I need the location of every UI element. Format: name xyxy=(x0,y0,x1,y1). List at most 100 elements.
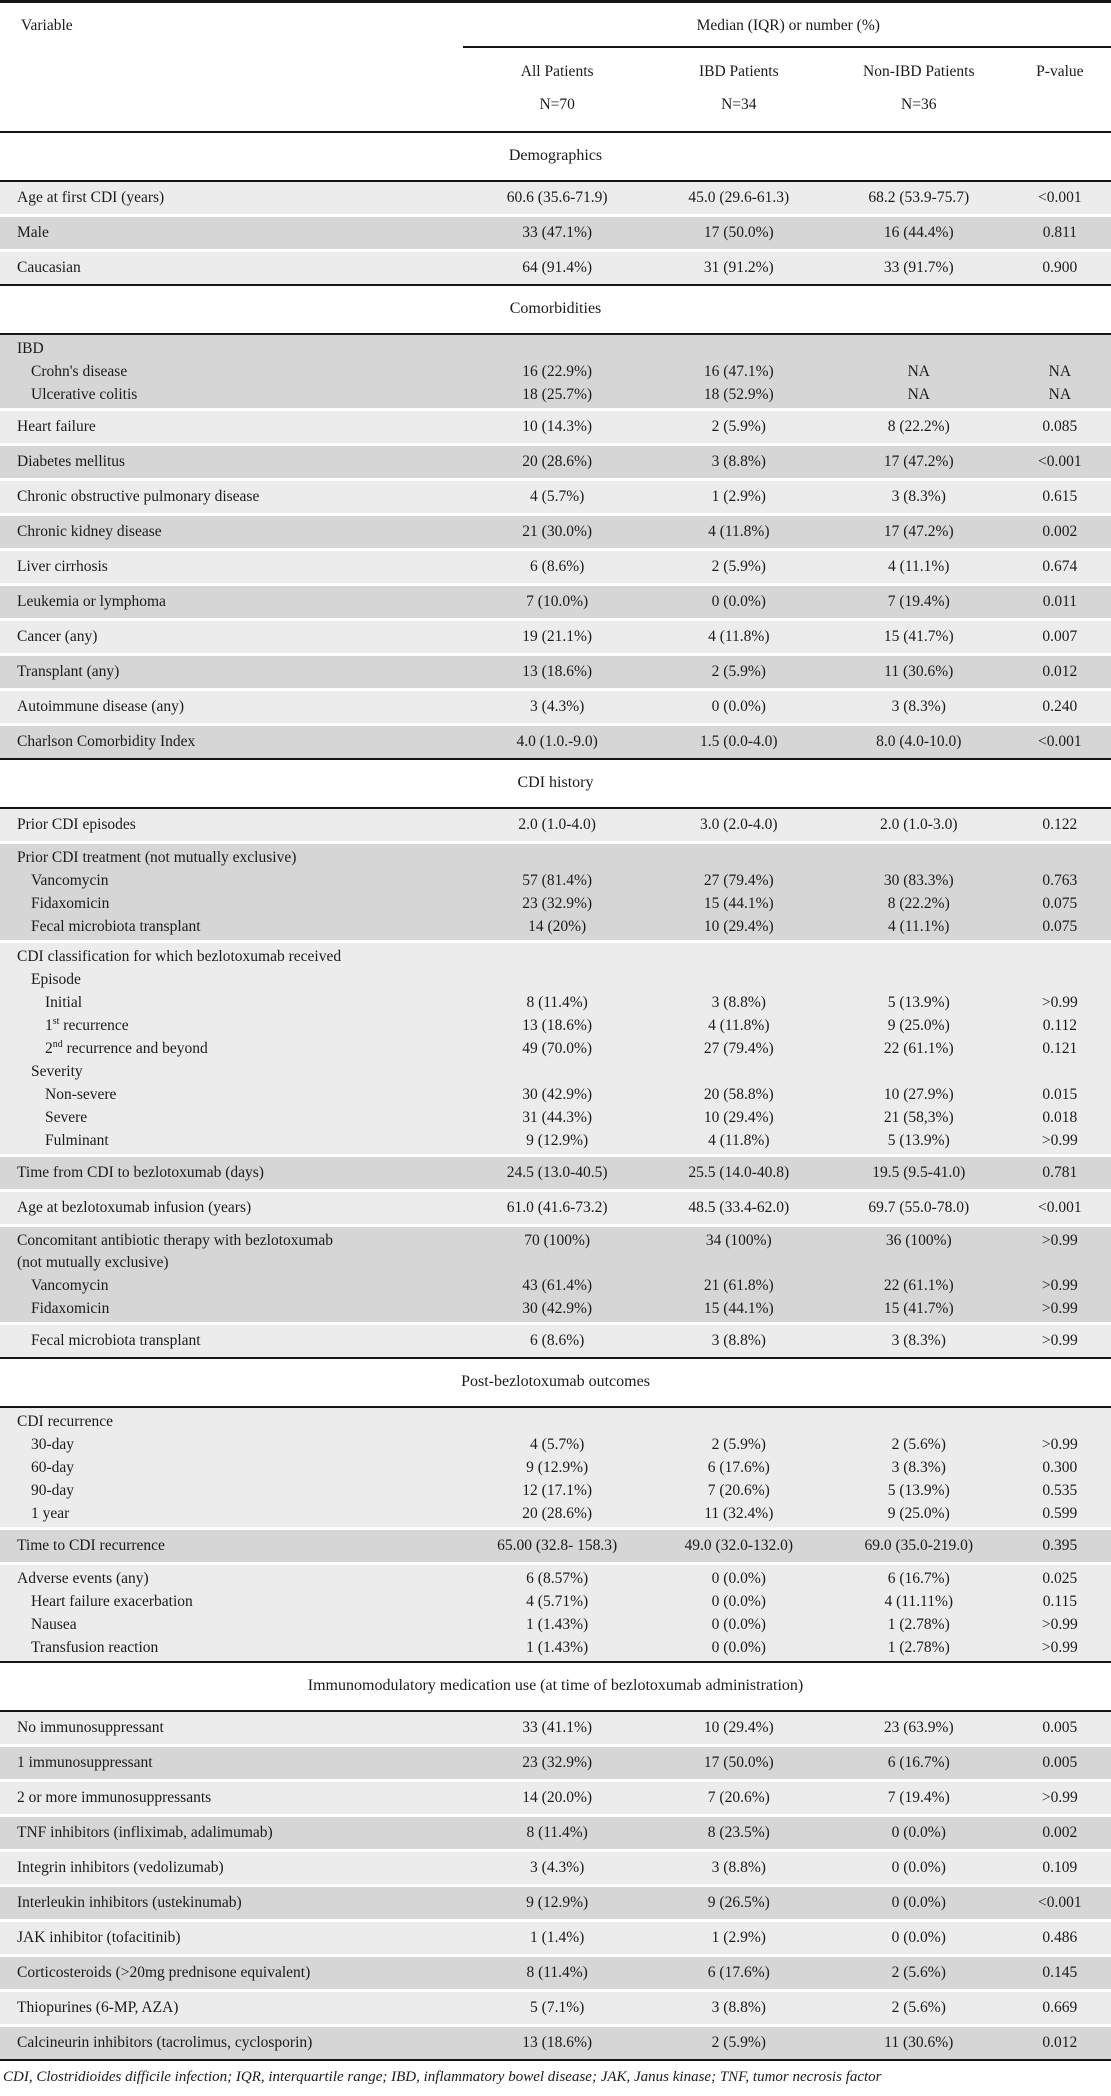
row-block: Concomitant antibiotic therapy with bezl… xyxy=(0,1227,1111,1322)
row-label: 2 or more immunosuppressants xyxy=(17,1789,212,1806)
cell-non-ibd-patients: 68.2 (53.9-75.7) xyxy=(868,189,970,206)
cell-all-patients: 12 (17.1%) xyxy=(522,1481,593,1499)
section-title-band: Immunomodulatory medication use (at time… xyxy=(0,1661,1111,1712)
row-label: Fidaxomicin xyxy=(31,894,110,912)
cell-p-value: 0.781 xyxy=(1042,1164,1078,1181)
row-label: Autoimmune disease (any) xyxy=(17,698,185,715)
row-block: Chronic kidney disease 21 (30.0%) 4 (11.8%… xyxy=(0,516,1111,548)
cell-non-ibd-patients: 2 (5.6%) xyxy=(891,1999,946,2016)
cell-ibd-patients: 3 (8.8%) xyxy=(711,993,766,1011)
table-row: Autoimmune disease (any) 3 (4.3%) 0 (0.0%)… xyxy=(0,693,1111,721)
cell-p-value: 0.669 xyxy=(1042,1999,1078,2016)
cell-all-patients: 20 (28.6%) xyxy=(522,453,593,470)
row-label: Time to CDI recurrence xyxy=(17,1537,165,1554)
cell-all-patients: 4 (5.7%) xyxy=(530,1435,585,1453)
row-block: IBD Crohn's disease 16 (22.9%) 16 (47.1%) NA… xyxy=(0,335,1111,408)
table-row: Prior CDI treatment (not mutually exclus… xyxy=(0,846,1111,869)
cell-p-value: >0.99 xyxy=(1041,1615,1078,1633)
table-body: Demographics Age at first CDI (years) 60.6… xyxy=(0,131,1111,2059)
cell-p-value: <0.001 xyxy=(1038,189,1082,206)
section-title-band: Post-bezlotoxumab outcomes xyxy=(0,1357,1111,1408)
cell-all-patients: 60.6 (35.6-71.9) xyxy=(506,189,608,206)
row-label: Time from CDI to bezlotoxumab (days) xyxy=(17,1164,264,1181)
cell-ibd-patients: 2 (5.9%) xyxy=(711,1435,766,1453)
cell-ibd-patients: 31 (91.2%) xyxy=(703,259,774,276)
cell-p-value: <0.001 xyxy=(1038,1894,1082,1911)
table-row: IBD xyxy=(0,337,1111,360)
cell-ibd-patients: 0 (0.0%) xyxy=(711,1638,766,1656)
cell-all-patients: 23 (32.9%) xyxy=(522,894,593,912)
cell-ibd-patients: 8 (23.5%) xyxy=(707,1824,770,1841)
cell-non-ibd-patients: 30 (83.3%) xyxy=(883,871,954,889)
table-row: Integrin inhibitors (vedolizumab) 3 (4.3%… xyxy=(0,1854,1111,1882)
cell-all-patients: 18 (25.7%) xyxy=(522,385,593,403)
cell-non-ibd-patients: 1 (2.78%) xyxy=(887,1638,950,1656)
cell-p-value: 0.615 xyxy=(1042,488,1078,505)
cell-ibd-patients: 3 (8.8%) xyxy=(711,1999,766,2016)
cell-p-value: >0.99 xyxy=(1041,1232,1078,1249)
table-row: Crohn's disease 16 (22.9%) 16 (47.1%) NA NA xyxy=(0,360,1111,383)
table-row: Corticosteroids (>20mg prednisone equiva… xyxy=(0,1959,1111,1987)
cell-all-patients: 33 (41.1%) xyxy=(522,1719,593,1736)
table-row: Ulcerative colitis 18 (25.7%) 18 (52.9%) NA… xyxy=(0,383,1111,406)
cell-ibd-patients: 1 (2.9%) xyxy=(711,488,766,505)
abbreviations-footnote: CDI, Clostridioides difficile infection;… xyxy=(0,2059,1111,2096)
column-header-ibd-patients: IBD Patients N=34 xyxy=(649,61,829,116)
cell-p-value: 0.085 xyxy=(1042,418,1078,435)
section-title: Comorbidities xyxy=(509,300,602,317)
cell-ibd-patients: 10 (29.4%) xyxy=(703,917,774,935)
table-row: Initial 8 (11.4%) 3 (8.8%) 5 (13.9%) >0.99 xyxy=(0,991,1111,1014)
cell-p-value: 0.012 xyxy=(1042,2034,1078,2051)
table-row: JAK inhibitor (tofacitinib) 1 (1.4%) 1 (2.… xyxy=(0,1924,1111,1952)
table-row: Time from CDI to bezlotoxumab (days) 24.5… xyxy=(0,1159,1111,1187)
cell-ibd-patients: 1.5 (0.0-4.0) xyxy=(700,733,778,750)
row-label: Corticosteroids (>20mg prednisone equiva… xyxy=(17,1964,311,1981)
cell-p-value: 0.075 xyxy=(1042,894,1078,912)
cell-non-ibd-patients: 6 (16.7%) xyxy=(887,1569,950,1587)
cell-p-value: >0.99 xyxy=(1041,993,1078,1011)
cell-all-patients: 20 (28.6%) xyxy=(522,1504,593,1522)
cell-non-ibd-patients: 36 (100%) xyxy=(885,1232,952,1249)
cell-non-ibd-patients: 15 (41.7%) xyxy=(883,628,954,645)
cell-ibd-patients: 0 (0.0%) xyxy=(711,698,766,715)
cell-non-ibd-patients: 23 (63.9%) xyxy=(883,1719,954,1736)
row-block: Prior CDI episodes 2.0 (1.0-4.0) 3.0 (2.0-… xyxy=(0,809,1111,841)
cell-ibd-patients: 9 (26.5%) xyxy=(707,1894,770,1911)
table-row: 90-day 12 (17.1%) 7 (20.6%) 5 (13.9%) 0.535 xyxy=(0,1479,1111,1502)
cell-ibd-patients: 0 (0.0%) xyxy=(711,1615,766,1633)
cell-ibd-patients: 1 (2.9%) xyxy=(711,1929,766,1946)
cell-non-ibd-patients: 11 (30.6%) xyxy=(884,2034,954,2051)
cell-p-value: 0.115 xyxy=(1042,1592,1077,1610)
table-row: Calcineurin inhibitors (tacrolimus, cycl… xyxy=(0,2029,1111,2057)
row-label: 1st recurrence xyxy=(45,1015,129,1034)
cell-ibd-patients: 15 (44.1%) xyxy=(703,894,774,912)
row-label: Age at first CDI (years) xyxy=(17,189,165,206)
cell-all-patients: 49 (70.0%) xyxy=(522,1039,593,1057)
cell-ibd-patients: 48.5 (33.4-62.0) xyxy=(688,1199,790,1216)
cell-all-patients: 14 (20%) xyxy=(528,917,587,935)
cell-ibd-patients: 10 (29.4%) xyxy=(703,1719,774,1736)
cell-p-value: 0.025 xyxy=(1042,1569,1078,1587)
table-row: Prior CDI episodes 2.0 (1.0-4.0) 3.0 (2.0-… xyxy=(0,811,1111,839)
row-label: Liver cirrhosis xyxy=(17,558,108,575)
row-label: Severe xyxy=(45,1108,88,1126)
row-block: 1 immunosuppressant 23 (32.9%) 17 (50.0%) 6… xyxy=(0,1747,1111,1779)
table-row: Transfusion reaction 1 (1.43%) 0 (0.0%) 1 (… xyxy=(0,1636,1111,1659)
row-label: Heart failure xyxy=(17,418,96,435)
cell-non-ibd-patients: 0 (0.0%) xyxy=(891,1929,946,1946)
table-row: 2 or more immunosuppressants 14 (20.0%) 7 … xyxy=(0,1784,1111,1812)
table-row: Charlson Comorbidity Index 4.0 (1.0.-9.0)… xyxy=(0,728,1111,756)
table-row: Heart failure 10 (14.3%) 2 (5.9%) 8 (22.2%)… xyxy=(0,413,1111,441)
table-row: Chronic kidney disease 21 (30.0%) 4 (11.8%… xyxy=(0,518,1111,546)
cell-ibd-patients: 3 (8.8%) xyxy=(711,453,766,470)
row-label: Charlson Comorbidity Index xyxy=(17,733,196,750)
table-row: Leukemia or lymphoma 7 (10.0%) 0 (0.0%) 7 (… xyxy=(0,588,1111,616)
table-row: Liver cirrhosis 6 (8.6%) 2 (5.9%) 4 (11.1%)… xyxy=(0,553,1111,581)
row-label: Male xyxy=(17,224,49,241)
row-label: 60-day xyxy=(31,1458,75,1476)
cell-non-ibd-patients: 1 (2.78%) xyxy=(887,1615,950,1633)
cell-non-ibd-patients: 2.0 (1.0-3.0) xyxy=(880,816,958,833)
cell-all-patients: 2.0 (1.0-4.0) xyxy=(518,816,596,833)
cell-ibd-patients: 16 (47.1%) xyxy=(703,362,774,380)
table-row: Age at bezlotoxumab infusion (years) 61.0… xyxy=(0,1194,1111,1222)
